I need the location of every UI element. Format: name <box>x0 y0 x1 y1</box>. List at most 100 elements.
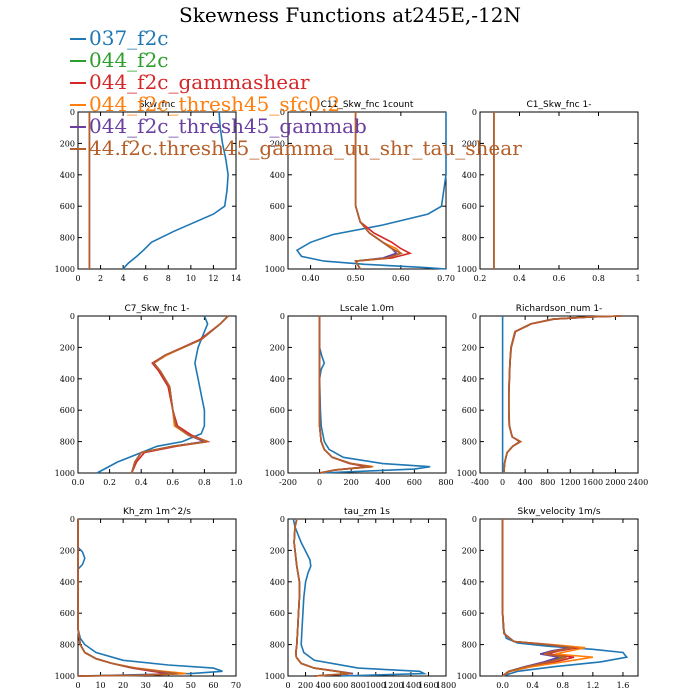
series-line-044-f2c-gammashear <box>77 519 169 677</box>
x-tick-label: 6 <box>143 274 148 283</box>
x-tick-label: 0.50 <box>347 274 365 283</box>
x-tick-label: 1.6 <box>617 681 630 690</box>
y-tick-label: 200 <box>462 343 477 352</box>
x-tick-label: 600 <box>333 681 348 690</box>
series-line-044-f2c-thresh45-gammab <box>293 518 354 677</box>
x-tick-label: 0 <box>317 478 322 487</box>
x-tick-label: 10 <box>95 681 105 690</box>
series-line-44-f2c-thresh45-gamma-uu-shr-tau-shear <box>502 315 622 474</box>
y-tick-label: 800 <box>270 234 285 243</box>
x-tick-label: 200 <box>344 478 359 487</box>
panel-6: Richardson_num 1- 0 200 400 600 800 1000-400 0 4… <box>457 304 649 487</box>
legend-entry: 44.f2c.thresh45_gamma_uu_shr_tau_shear <box>70 136 522 160</box>
series-line-044-f2c-thresh45-gammab <box>502 315 622 474</box>
y-tick-label: 400 <box>462 171 477 180</box>
panel-title: C11_Skw_fnc 1count <box>321 100 414 110</box>
series-line-037-f2c <box>96 315 209 474</box>
series-line-037-f2c <box>318 316 431 474</box>
x-tick-label: 4 <box>121 274 126 283</box>
series-line-044-f2c-thresh45-sfc0-2 <box>502 315 622 474</box>
x-tick-label: 800 <box>351 681 366 690</box>
y-tick-label: 0 <box>280 312 285 321</box>
panel-title: Lscale 1.0m <box>340 304 394 314</box>
y-tick-label: 1000 <box>457 265 477 274</box>
x-tick-label: 0.0 <box>72 478 85 487</box>
x-tick-label: 30 <box>141 681 151 690</box>
x-tick-label: 12 <box>208 274 218 283</box>
legend-label: 044_f2c_gammashear <box>89 70 310 94</box>
y-tick-label: 0 <box>70 312 75 321</box>
series-line-044-f2c <box>130 315 229 474</box>
series-line-044-f2c <box>318 316 371 474</box>
x-tick-label: 0.4 <box>526 681 539 690</box>
x-tick-label: 0.70 <box>437 274 455 283</box>
y-tick-label: 400 <box>60 578 75 587</box>
y-tick-label: 0 <box>280 515 285 524</box>
x-tick-label: 1 <box>635 274 640 283</box>
y-tick-label: 0 <box>472 312 477 321</box>
legend-label: 037_f2c <box>89 26 169 50</box>
series-line-044-f2c-thresh45-sfc0-2 <box>293 518 350 677</box>
series-line-044-f2c-thresh45-gammab <box>318 316 371 474</box>
x-tick-label: -200 <box>279 478 297 487</box>
x-tick-label: 70 <box>231 681 241 690</box>
y-tick-label: 0 <box>472 108 477 117</box>
y-tick-label: 1000 <box>457 672 477 681</box>
x-tick-label: 2 <box>98 274 103 283</box>
x-tick-label: 1000 <box>366 681 386 690</box>
panel-2: C11_Skw_fnc 1count 0 200 400 600 800 1000 0.40 0… <box>265 100 455 283</box>
x-tick-label: 600 <box>407 478 422 487</box>
x-tick-label: 0.2 <box>103 478 116 487</box>
series-line-037-f2c <box>77 519 223 677</box>
panel-title: C1_Skw_fnc 1- <box>527 100 592 110</box>
legend-label: 44.f2c.thresh45_gamma_uu_shr_tau_shear <box>89 136 522 160</box>
y-tick-label: 1000 <box>55 469 75 478</box>
series-line-44-f2c-thresh45-gamma-uu-shr-tau-shear <box>318 316 372 474</box>
panel-9: Skw_velocity 1m/s 0 200 400 600 800 1000 0.0 0.4… <box>457 507 639 690</box>
legend-label: 044_f2c_thresh45_gammab <box>89 114 367 138</box>
y-tick-label: 0 <box>70 515 75 524</box>
y-tick-label: 400 <box>270 171 285 180</box>
y-tick-label: 200 <box>270 546 285 555</box>
legend-entry: 044_f2c_thresh45_gammab <box>70 114 367 138</box>
y-tick-label: 200 <box>462 546 477 555</box>
x-tick-label: 0 <box>75 274 80 283</box>
y-tick-label: 1000 <box>55 265 75 274</box>
y-tick-label: 200 <box>270 343 285 352</box>
panel-title: Skw_velocity 1m/s <box>517 507 600 517</box>
y-tick-label: 0 <box>70 108 75 117</box>
series-line-44-f2c-thresh45-gamma-uu-shr-tau-shear <box>293 518 352 677</box>
y-tick-label: 800 <box>462 438 477 447</box>
x-tick-label: 0 <box>500 478 505 487</box>
y-tick-label: 200 <box>60 139 75 148</box>
panel-frame <box>287 518 447 677</box>
y-tick-label: 800 <box>60 438 75 447</box>
series-line-044-f2c-thresh45-sfc0-2 <box>318 316 374 474</box>
y-tick-label: 1000 <box>265 672 285 681</box>
y-tick-label: 600 <box>60 609 75 618</box>
y-tick-label: 400 <box>462 375 477 384</box>
y-tick-label: 600 <box>270 609 285 618</box>
legend-label: 044_f2c_thresh45_sfc0.2 <box>89 92 340 116</box>
y-tick-label: 800 <box>462 641 477 650</box>
series-line-044-f2c-gammashear <box>502 315 622 474</box>
series-line-044-f2c <box>293 518 350 677</box>
x-tick-label: 1600 <box>583 478 603 487</box>
panel-title: Kh_zm 1m^2/s <box>123 507 191 517</box>
series-line-44-f2c-thresh45-gamma-uu-shr-tau-shear <box>77 519 178 677</box>
y-tick-label: 600 <box>60 406 75 415</box>
x-tick-label: 0.8 <box>592 274 605 283</box>
y-tick-label: 600 <box>270 406 285 415</box>
y-tick-label: 200 <box>60 546 75 555</box>
x-tick-label: 400 <box>315 681 330 690</box>
x-tick-label: 8 <box>166 274 171 283</box>
legend-entry: 044_f2c <box>70 48 169 72</box>
x-tick-label: 1200 <box>560 478 580 487</box>
x-tick-label: 800 <box>540 478 555 487</box>
series-line-044-f2c <box>502 315 622 474</box>
y-tick-label: 800 <box>60 641 75 650</box>
